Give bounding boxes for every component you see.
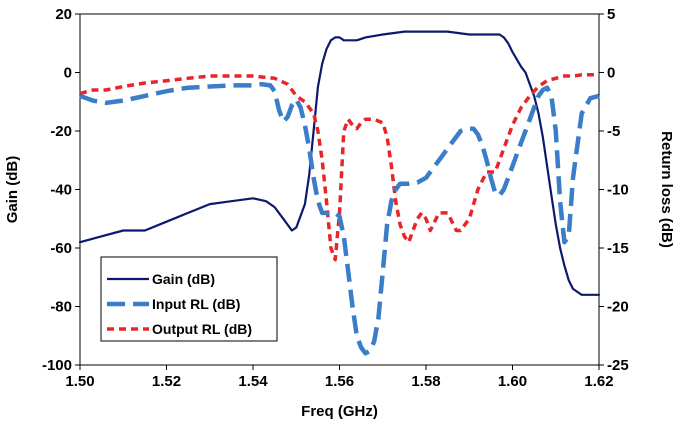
left-y-axis: 20 0 -20 -40 -60 -80 -100 — [42, 6, 80, 374]
right-y-tick-label: 5 — [607, 6, 615, 23]
legend-label-output-rl: Output RL (dB) — [152, 321, 252, 337]
right-y-axis: 5 0 -5 -10 -15 -20 -25 — [599, 6, 629, 374]
left-y-tick-label: 20 — [55, 6, 72, 23]
left-y-tick-label: -60 — [50, 240, 72, 257]
left-y-tick-label: -80 — [50, 299, 72, 316]
right-y-tick-label: -20 — [607, 299, 629, 316]
x-tick-label: 1.54 — [238, 373, 268, 390]
left-y-tick-label: -40 — [50, 182, 72, 199]
left-y-tick-label: -20 — [50, 123, 72, 140]
left-y-tick-label: -100 — [42, 357, 72, 374]
right-y-tick-label: -25 — [607, 357, 629, 374]
right-y-tick-label: 0 — [607, 65, 615, 82]
legend-label-gain: Gain (dB) — [152, 271, 215, 287]
legend-label-input-rl: Input RL (dB) — [152, 296, 240, 312]
x-tick-label: 1.50 — [65, 373, 94, 390]
right-y-tick-label: -5 — [607, 123, 620, 140]
right-y-tick-label: -15 — [607, 240, 629, 257]
right-y-tick-label: -10 — [607, 182, 629, 199]
legend: Gain (dB) Input RL (dB) Output RL (dB) — [101, 257, 277, 341]
x-axis-title: Freq (GHz) — [301, 403, 378, 420]
x-tick-label: 1.56 — [325, 373, 354, 390]
x-tick-label: 1.60 — [498, 373, 527, 390]
left-y-axis-title: Gain (dB) — [4, 156, 21, 224]
left-y-tick-label: 0 — [64, 65, 72, 82]
x-tick-label: 1.62 — [584, 373, 613, 390]
x-axis: 1.50 1.52 1.54 1.56 1.58 1.60 1.62 — [65, 365, 613, 390]
x-tick-label: 1.58 — [411, 373, 440, 390]
right-y-axis-title: Return loss (dB) — [658, 131, 675, 248]
x-tick-label: 1.52 — [152, 373, 181, 390]
